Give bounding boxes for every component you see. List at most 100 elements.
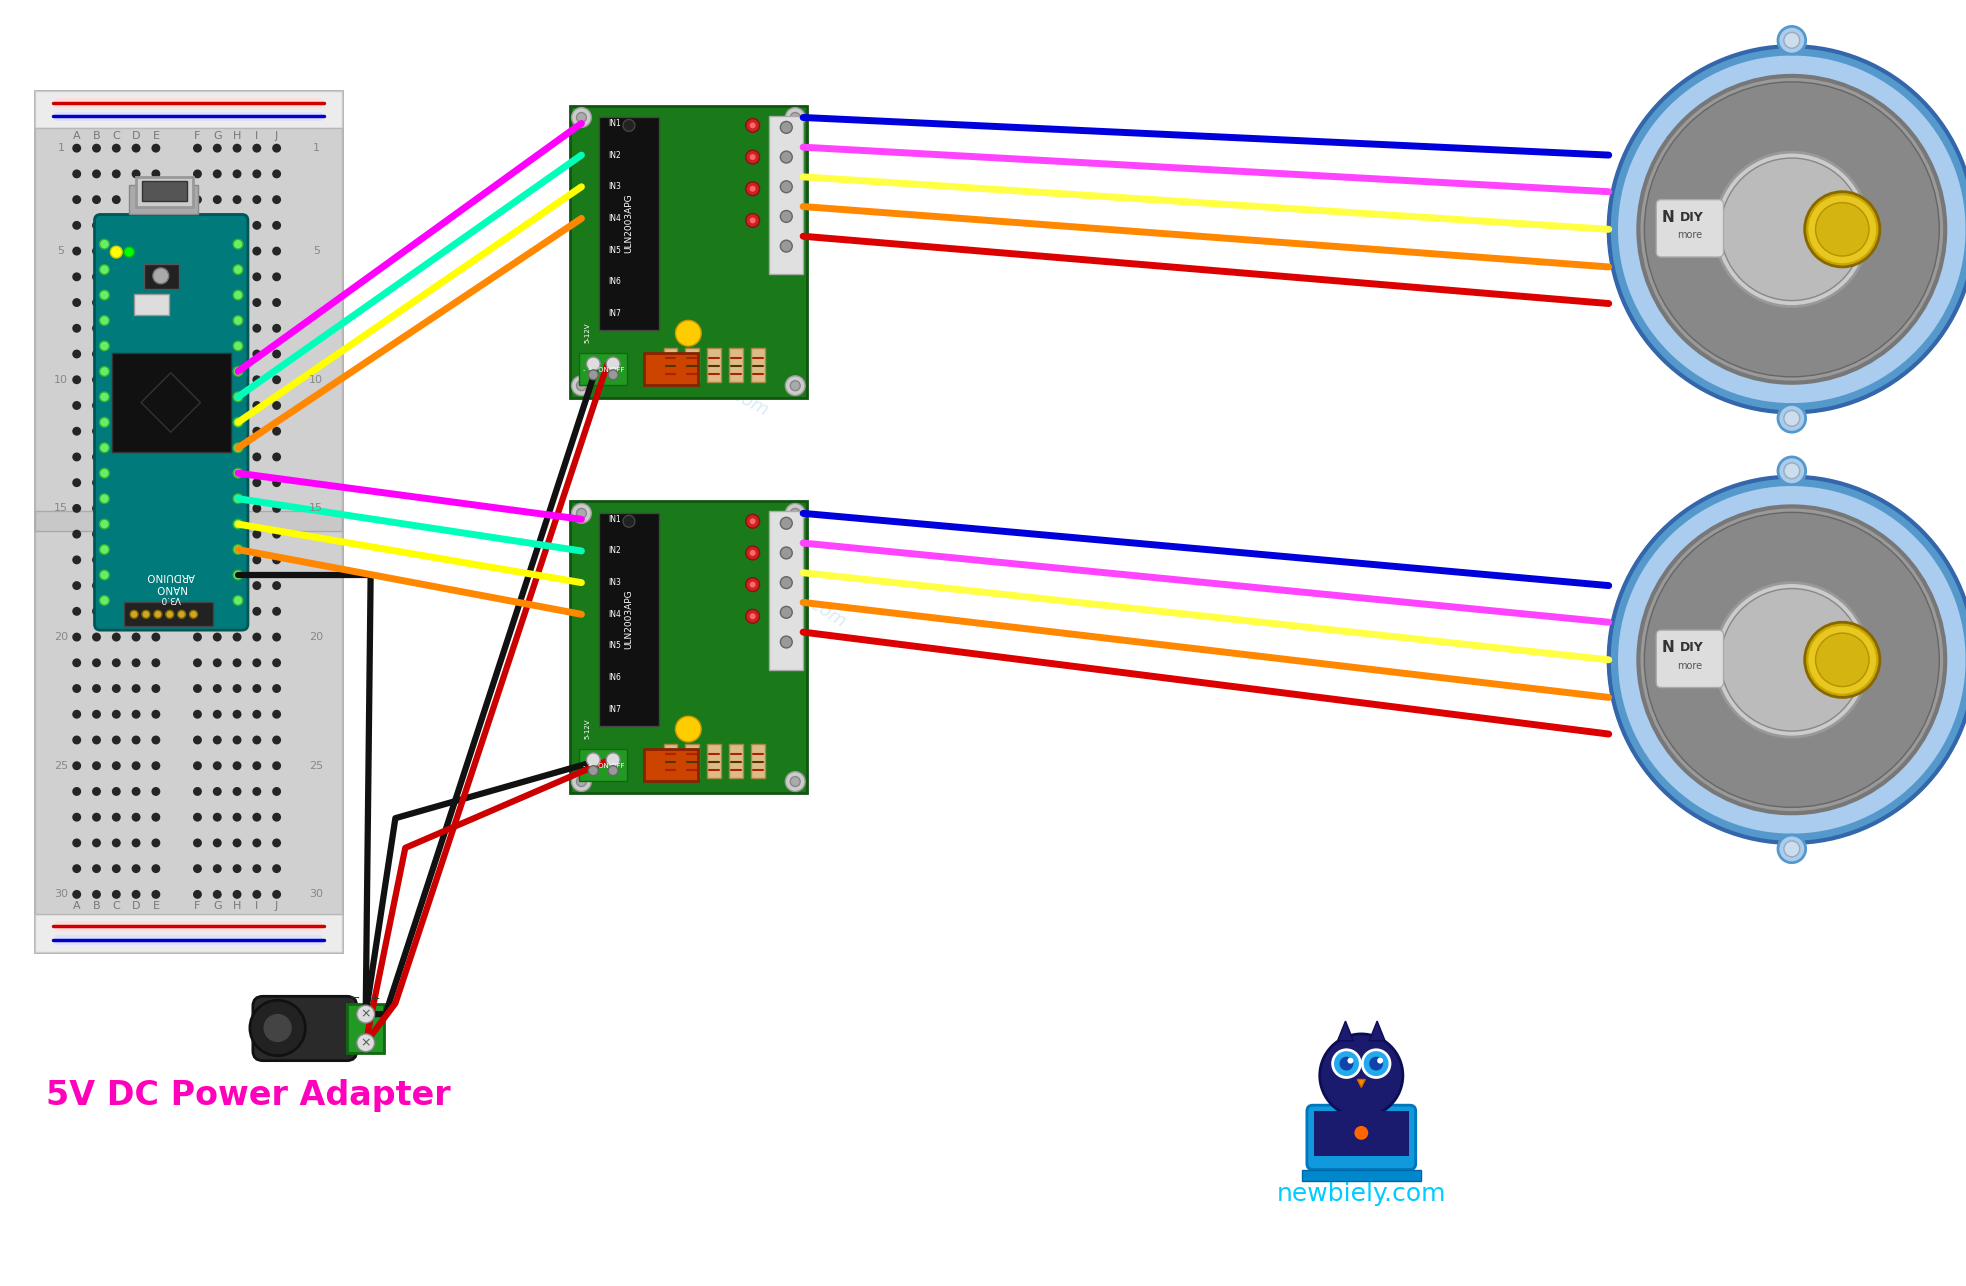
Circle shape <box>232 401 242 410</box>
Circle shape <box>234 265 244 274</box>
Circle shape <box>234 291 244 300</box>
Circle shape <box>132 247 140 256</box>
Circle shape <box>193 838 202 847</box>
Text: ARDUINO: ARDUINO <box>145 571 195 581</box>
Bar <box>35 91 342 129</box>
Circle shape <box>252 427 261 436</box>
Circle shape <box>252 556 261 565</box>
Circle shape <box>92 838 100 847</box>
Circle shape <box>749 185 755 192</box>
Bar <box>136 177 193 207</box>
Circle shape <box>92 530 100 539</box>
Text: 20: 20 <box>53 631 69 642</box>
Bar <box>124 602 212 626</box>
Circle shape <box>73 890 81 899</box>
Circle shape <box>212 864 222 873</box>
Circle shape <box>193 273 202 282</box>
Circle shape <box>132 376 140 385</box>
Circle shape <box>193 144 202 153</box>
Circle shape <box>271 273 281 282</box>
Circle shape <box>124 247 134 257</box>
Circle shape <box>212 787 222 796</box>
Circle shape <box>193 787 202 796</box>
Circle shape <box>1644 512 1938 808</box>
Text: 5-12V: 5-12V <box>584 719 590 739</box>
Circle shape <box>112 144 120 153</box>
Circle shape <box>193 376 202 385</box>
Circle shape <box>92 787 100 796</box>
Circle shape <box>232 273 242 282</box>
Circle shape <box>271 684 281 693</box>
Circle shape <box>92 581 100 590</box>
Circle shape <box>271 324 281 333</box>
Text: E: E <box>153 131 159 141</box>
Circle shape <box>92 298 100 307</box>
Circle shape <box>73 710 81 719</box>
Circle shape <box>112 710 120 719</box>
Bar <box>130 185 199 215</box>
Text: 5: 5 <box>57 246 65 256</box>
Circle shape <box>252 684 261 693</box>
Circle shape <box>73 350 81 359</box>
Bar <box>686 349 700 382</box>
Circle shape <box>1805 622 1879 697</box>
Circle shape <box>132 864 140 873</box>
Circle shape <box>234 239 244 249</box>
Circle shape <box>193 658 202 667</box>
Bar <box>665 349 678 382</box>
Circle shape <box>151 427 161 436</box>
Circle shape <box>586 358 600 370</box>
Circle shape <box>132 684 140 693</box>
Text: 25: 25 <box>309 761 322 770</box>
Circle shape <box>151 556 161 565</box>
Circle shape <box>92 607 100 616</box>
Circle shape <box>193 298 202 307</box>
Text: 15: 15 <box>309 503 322 513</box>
Circle shape <box>781 121 792 134</box>
Circle shape <box>232 247 242 256</box>
Bar <box>751 743 765 778</box>
Circle shape <box>1777 835 1805 863</box>
Circle shape <box>252 633 261 642</box>
Text: 20: 20 <box>309 631 322 642</box>
Circle shape <box>572 376 592 396</box>
Circle shape <box>212 453 222 462</box>
Circle shape <box>100 315 110 325</box>
Text: I: I <box>256 901 258 912</box>
Circle shape <box>232 710 242 719</box>
Circle shape <box>1644 82 1938 377</box>
Text: V3.0: V3.0 <box>161 594 181 603</box>
Circle shape <box>234 468 244 478</box>
Circle shape <box>271 298 281 307</box>
Circle shape <box>781 181 792 193</box>
Text: 30: 30 <box>309 890 322 899</box>
Circle shape <box>73 530 81 539</box>
Circle shape <box>112 530 120 539</box>
Text: newbiely.com: newbiely.com <box>735 550 849 631</box>
Circle shape <box>1777 27 1805 54</box>
Text: D: D <box>132 901 140 912</box>
Circle shape <box>193 710 202 719</box>
Circle shape <box>1815 633 1870 687</box>
Circle shape <box>193 170 202 179</box>
Circle shape <box>572 108 592 127</box>
Circle shape <box>271 453 281 462</box>
Circle shape <box>100 239 110 249</box>
Text: E: E <box>153 901 159 912</box>
Circle shape <box>232 376 242 385</box>
Circle shape <box>781 607 792 619</box>
Circle shape <box>112 247 120 256</box>
Circle shape <box>271 787 281 796</box>
Circle shape <box>151 350 161 359</box>
Circle shape <box>1638 507 1944 813</box>
Circle shape <box>1777 405 1805 432</box>
Text: B: B <box>92 131 100 141</box>
Circle shape <box>1333 1049 1360 1078</box>
Text: IN6: IN6 <box>609 278 621 287</box>
Text: G: G <box>212 131 222 141</box>
Circle shape <box>606 358 619 370</box>
Circle shape <box>100 544 110 554</box>
Circle shape <box>132 324 140 333</box>
Circle shape <box>271 838 281 847</box>
Circle shape <box>193 478 202 487</box>
